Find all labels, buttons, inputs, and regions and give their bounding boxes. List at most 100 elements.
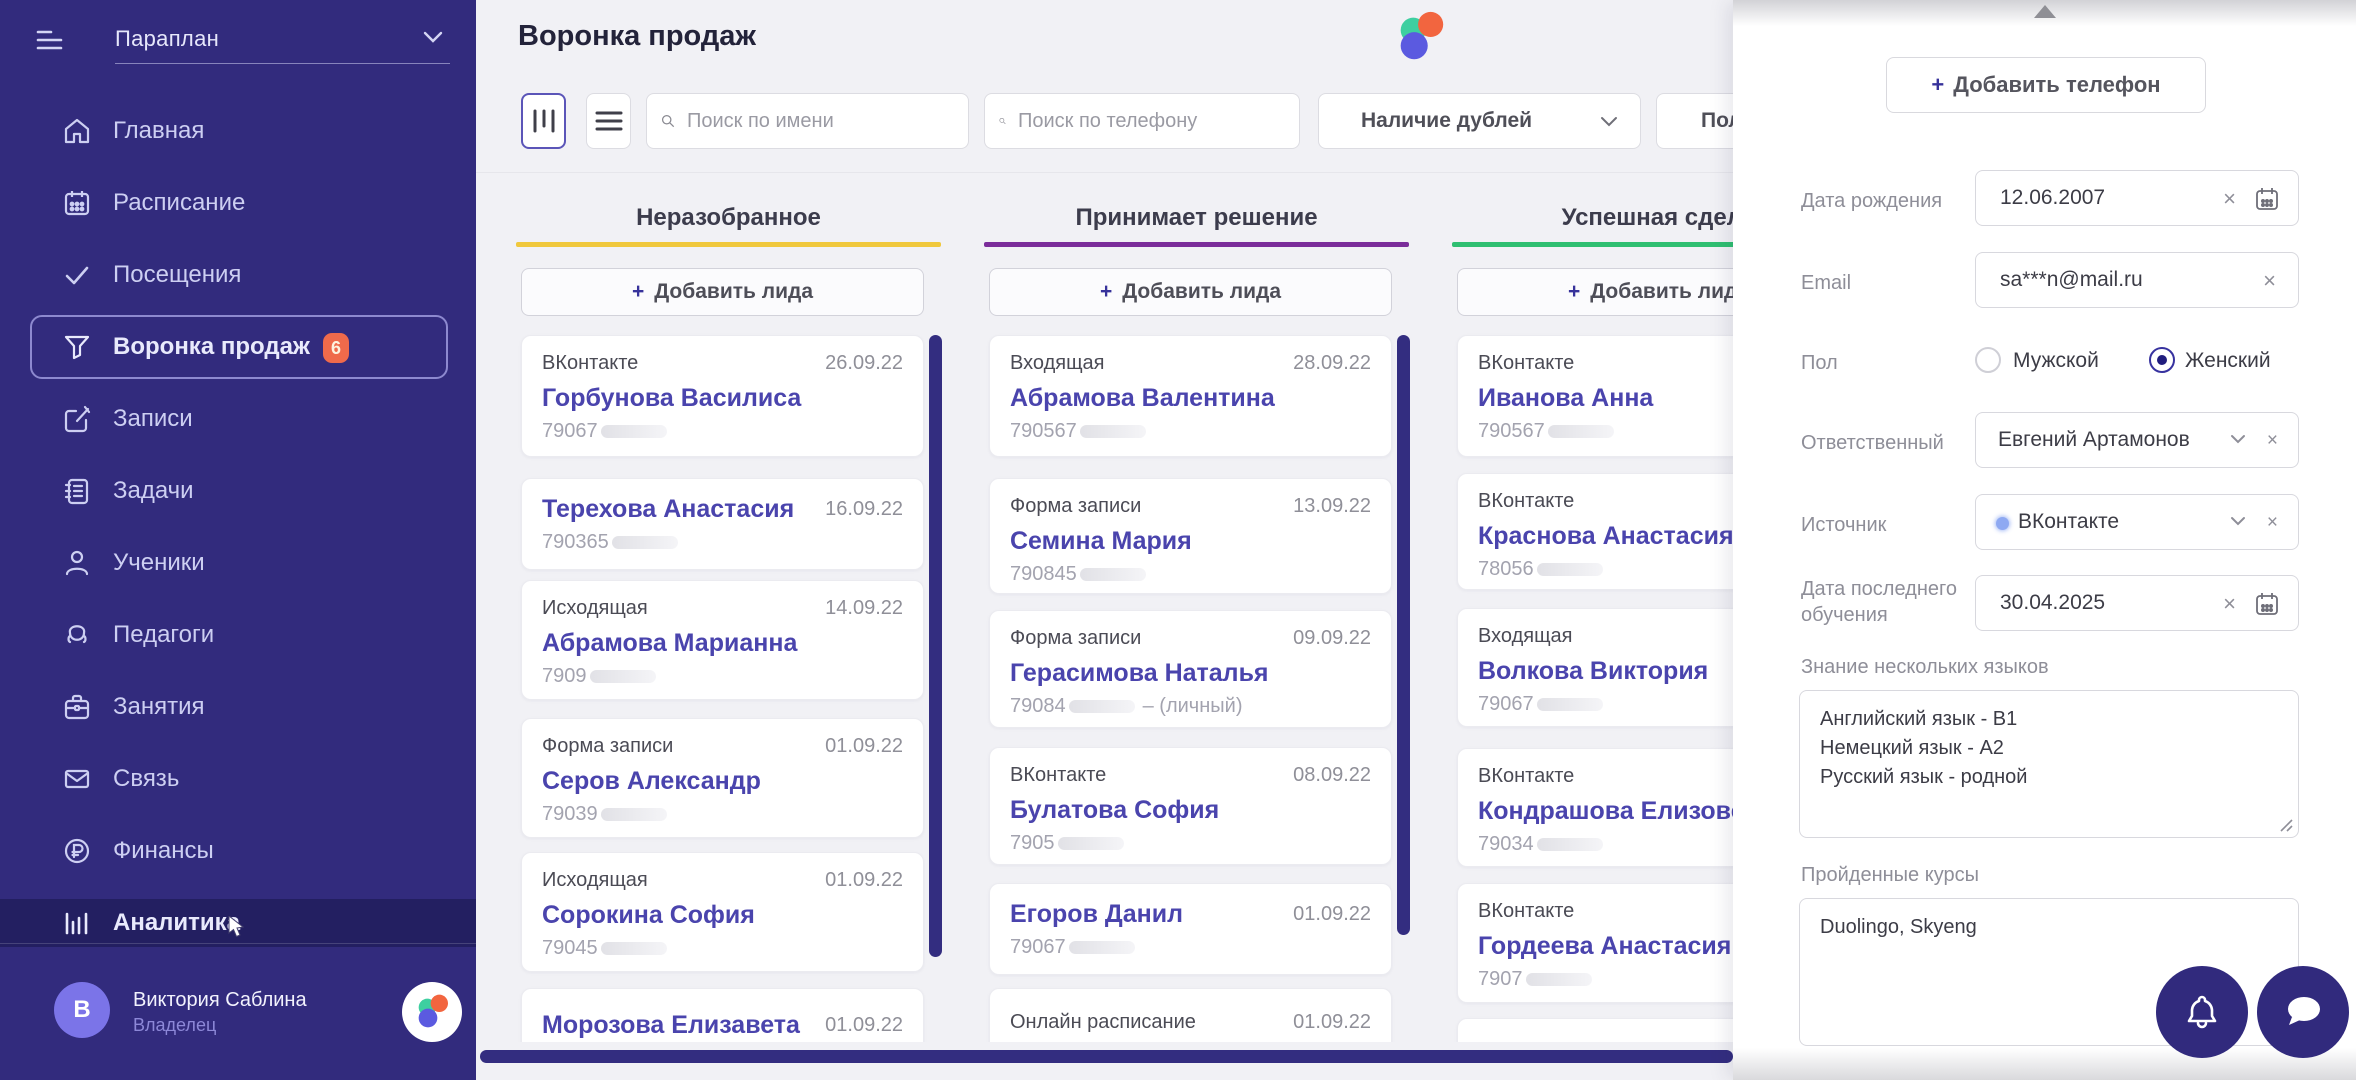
column-title: Успешная сделка [1561,204,1733,231]
sidebar-item-schedule[interactable]: Расписание [0,167,476,239]
sidebar-item-teachers[interactable]: Педагоги [0,599,476,671]
sidebar-item-main[interactable]: Главная [0,95,476,167]
column-unsorted: Неразобранное + Добавить лида ВКонтакте … [516,180,946,1042]
lead-card[interactable]: Терехова Анастасия 16.09.22 790365 [521,478,924,570]
add-lead-button[interactable]: + Добавить лида [521,268,924,316]
lead-card[interactable] [1457,1018,1733,1042]
last-training-input[interactable] [1998,576,2208,630]
lead-name[interactable]: Горбунова Василиса [542,384,802,412]
lead-phone: 79067 [1010,936,1371,959]
lead-name[interactable]: Серов Александр [542,767,761,795]
kanban-view-button[interactable] [521,93,566,149]
lead-card[interactable]: Форма записи 01.09.22 Серов Александр 79… [521,718,924,838]
lead-name[interactable]: Герасимова Наталья [1010,659,1269,687]
add-lead-button[interactable]: + Добавить лида [1457,268,1733,316]
lead-name[interactable]: Егоров Данил [1010,900,1183,928]
gender-filter-dropdown[interactable]: Пол [1656,93,1733,149]
add-phone-button[interactable]: + Добавить телефон [1886,57,2206,113]
languages-textarea[interactable]: Английский язык - B1 Немецкий язык - A2 … [1799,690,2299,838]
sidebar-item-lessons[interactable]: Занятия [0,671,476,743]
lead-date: 01.09.22 [825,869,903,891]
lead-card[interactable]: ВКонтакте 08.09.22 Булатова София 7905 [989,747,1392,865]
radio-female-label[interactable]: Женский [2185,349,2271,372]
email-input[interactable] [1998,253,2208,307]
lead-card[interactable]: Исходящая 01.09.22 Сорокина София 79045 [521,852,924,972]
lead-phone: 7909 [542,665,903,688]
lead-name[interactable]: Абрамова Валентина [1010,384,1275,412]
chat-button[interactable] [2257,966,2349,1058]
clear-icon[interactable]: × [2263,268,2276,293]
column-scrollbar[interactable] [1397,335,1410,935]
responsible-select[interactable]: Евгений Артамонов × [1975,412,2299,468]
lead-card[interactable]: Входящая Волкова Виктория 79067 [1457,608,1733,727]
lead-name[interactable]: Морозова Елизавета [542,1011,800,1039]
calendar-icon [62,188,92,218]
lead-card[interactable]: Форма записи 09.09.22 Герасимова Наталья… [989,610,1392,728]
resize-handle-icon[interactable] [2279,818,2293,832]
lead-name[interactable]: Абрамова Марианна [542,629,798,657]
list-view-button[interactable] [586,93,631,149]
sidebar-item-students[interactable]: Ученики [0,527,476,599]
lead-card[interactable]: Форма записи 13.09.22 Семина Мария 79084… [989,478,1392,594]
lead-card[interactable]: Входящая 28.09.22 Абрамова Валентина 790… [989,335,1392,457]
lead-name[interactable]: Краснова Анастасия [1478,522,1733,550]
sidebar-item-records[interactable]: Записи [0,383,476,455]
sidebar-item-sales-funnel[interactable]: Воронка продаж 6 [0,311,476,383]
lead-card[interactable]: Морозова Елизавета 01.09.22 [521,988,924,1042]
search-by-name-box[interactable] [646,93,969,149]
clear-icon[interactable]: × [2266,430,2278,451]
lead-name[interactable]: Кондрашова Елизовета [1478,797,1733,825]
sidebar-item-communication[interactable]: Связь [0,743,476,815]
scroll-up-icon[interactable] [2033,5,2056,18]
lead-card[interactable]: Онлайн расписание 01.09.22 [989,988,1392,1042]
lead-name[interactable]: Волкова Виктория [1478,657,1709,685]
chevron-down-icon[interactable] [2230,434,2246,444]
last-training-field[interactable]: × [1975,575,2299,631]
lead-card[interactable]: ВКонтакте Краснова Анастасия 78056 [1457,473,1733,590]
email-field[interactable]: × [1975,252,2299,308]
lead-name[interactable]: Иванова Анна [1478,384,1654,412]
lead-card[interactable]: Исходящая 14.09.22 Абрамова Марианна 790… [521,580,924,700]
chevron-down-icon[interactable] [422,30,444,44]
lead-card[interactable]: ВКонтакте Иванова Анна 790567 [1457,335,1733,457]
clear-icon[interactable]: × [2266,512,2278,533]
lead-name[interactable]: Семина Мария [1010,527,1192,555]
sidebar-item-attendance[interactable]: Посещения [0,239,476,311]
lead-name[interactable]: Булатова София [1010,796,1220,824]
lead-name[interactable]: Гордеева Анастасия [1478,932,1732,960]
lead-source: Исходящая [542,869,648,891]
clear-icon[interactable]: × [2223,591,2236,616]
source-select[interactable]: ВКонтакте × [1975,494,2299,550]
notifications-button[interactable] [2156,966,2248,1058]
lead-card[interactable]: ВКонтакте 26.09.22 Горбунова Василиса 79… [521,335,924,457]
birth-date-field[interactable]: × [1975,170,2299,226]
lead-card[interactable]: ВКонтакте Кондрашова Елизовета 79034 [1457,748,1733,867]
radio-male-label[interactable]: Мужской [2013,349,2099,372]
sidebar-item-tasks[interactable]: Задачи [0,455,476,527]
search-by-name-input[interactable] [685,108,954,134]
avatar[interactable]: В [54,982,110,1038]
radio-male[interactable] [1975,347,2001,373]
duplicates-filter-dropdown[interactable]: Наличие дублей [1318,93,1641,149]
search-by-phone-input[interactable] [1016,108,1285,134]
clear-icon[interactable]: × [2223,186,2236,211]
lead-name[interactable]: Сорокина София [542,901,755,929]
paraplan-logo-icon[interactable] [402,982,462,1042]
hamburger-menu-icon[interactable] [34,24,66,56]
column-scrollbar[interactable] [929,335,942,957]
radio-female[interactable] [2149,347,2175,373]
lead-name[interactable]: Терехова Анастасия [542,495,795,523]
lead-card[interactable]: Егоров Данил 01.09.22 79067 [989,883,1392,975]
briefcase-icon [62,692,92,722]
birth-date-input[interactable] [1998,171,2208,225]
calendar-icon[interactable] [2254,186,2280,212]
board-horizontal-scrollbar[interactable] [480,1050,1733,1063]
lead-card[interactable]: ВКонтакте Гордеева Анастасия 7907 [1457,883,1733,1003]
calendar-icon[interactable] [2254,591,2280,617]
search-by-phone-box[interactable] [984,93,1300,149]
lead-phone: 7907 [1478,968,1733,991]
add-lead-button[interactable]: + Добавить лида [989,268,1392,316]
sidebar: Параплан Главная Расписание [0,0,476,1080]
chevron-down-icon[interactable] [2230,516,2246,526]
sidebar-item-finance[interactable]: Финансы [0,815,476,887]
